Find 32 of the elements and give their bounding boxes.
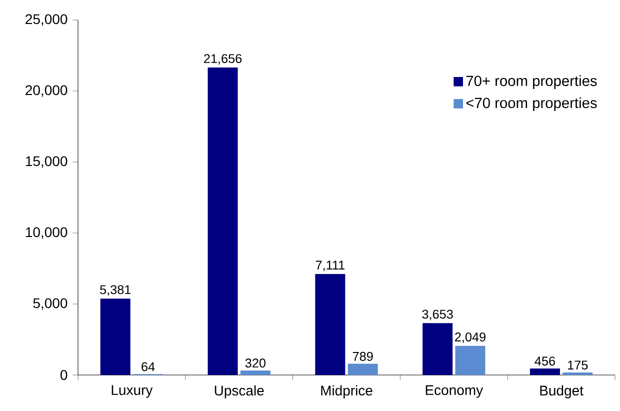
data-label: 7,111 — [316, 260, 344, 272]
data-label: 21,656 — [204, 54, 242, 65]
x-tick-label: Budget — [540, 385, 584, 398]
x-tick-label: Economy — [426, 385, 484, 398]
legend-label: <70 room properties — [466, 97, 597, 112]
x-tick-label: Upscale — [214, 385, 264, 398]
data-label: 5,381 — [100, 285, 131, 296]
x-tick-label: Luxury — [112, 385, 153, 398]
bar — [562, 372, 593, 376]
bar — [100, 298, 130, 376]
bar — [208, 67, 238, 376]
bar — [530, 368, 560, 376]
bar — [422, 323, 453, 376]
legend-label: 70+ room properties — [466, 75, 597, 89]
data-label: 320 — [245, 358, 266, 368]
data-label: 456 — [534, 356, 555, 366]
y-tick-label: 0 — [60, 370, 68, 380]
bar — [315, 274, 346, 376]
data-label: 3,653 — [422, 310, 453, 320]
y-tick-label: 25,000 — [26, 14, 68, 26]
y-tick-label: 20,000 — [26, 85, 68, 97]
y-tick-label: 15,000 — [26, 156, 68, 168]
y-tick-label: 10,000 — [26, 227, 68, 239]
x-tick-label: Midprice — [321, 385, 372, 398]
bar — [240, 370, 270, 376]
data-label: 175 — [568, 360, 588, 370]
bar — [348, 364, 378, 376]
data-label: 789 — [352, 352, 373, 361]
data-label: 2,049 — [455, 332, 486, 343]
bar — [455, 346, 486, 376]
data-label: 64 — [142, 362, 155, 372]
y-tick-label: 5,000 — [33, 298, 68, 310]
